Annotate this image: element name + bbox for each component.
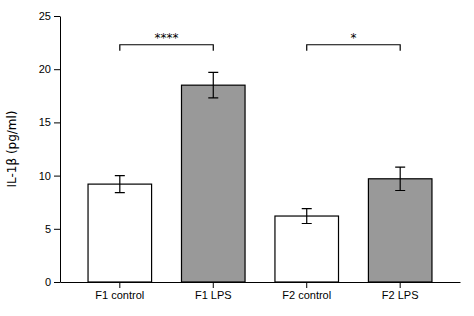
y-axis-line — [60, 17, 61, 283]
x-tick-label: F1 control — [95, 289, 144, 301]
y-tick-label: 15 — [39, 116, 51, 128]
significance-bracket — [307, 45, 400, 51]
error-bar — [302, 209, 312, 224]
y-axis: 0 5 10 15 20 25 — [39, 10, 61, 288]
y-tick-mark — [54, 16, 60, 17]
significance-bracket — [120, 45, 213, 51]
x-tick: F1 LPS — [195, 282, 232, 301]
bar — [181, 85, 245, 282]
y-axis-title: IL-1β (pg/ml) — [5, 110, 19, 187]
plot: 0 5 10 15 20 25 F1 control F1 LPS F2 control F2 L… — [39, 10, 461, 301]
y-tick-mark — [54, 282, 60, 283]
bar — [275, 216, 339, 282]
x-tick-mark — [400, 282, 401, 288]
y-tick-label: 25 — [39, 10, 51, 22]
error-bar-line — [115, 176, 125, 193]
y-tick-mark — [54, 176, 60, 177]
error-bar — [115, 176, 125, 193]
x-axis: F1 control F1 LPS F2 control F2 LPS — [61, 282, 461, 301]
x-tick-mark — [119, 282, 120, 288]
x-tick-mark — [306, 282, 307, 288]
x-tick-label: F2 LPS — [382, 289, 419, 301]
significance-label: **** — [155, 31, 179, 45]
y-tick: 20 — [39, 63, 60, 75]
y-tick: 25 — [39, 10, 60, 22]
error-bar-line — [208, 72, 218, 98]
error-bar-line — [302, 209, 312, 224]
chart: 0 5 10 15 20 25 F1 control F1 LPS F2 control F2 L… — [0, 0, 474, 316]
y-tick: 0 — [45, 276, 60, 288]
x-tick: F2 control — [282, 282, 331, 301]
bar — [368, 179, 432, 282]
x-tick-mark — [213, 282, 214, 288]
y-tick-mark — [54, 69, 60, 70]
error-bar-line — [395, 167, 405, 190]
y-tick: 10 — [39, 170, 60, 182]
x-tick-label: F2 control — [282, 289, 331, 301]
y-tick: 15 — [39, 116, 60, 128]
x-tick: F2 LPS — [382, 282, 419, 301]
x-tick-label: F1 LPS — [195, 289, 232, 301]
y-tick-label: 0 — [45, 276, 51, 288]
y-tick-mark — [54, 122, 60, 123]
significance-label: * — [350, 31, 356, 45]
bar — [88, 184, 152, 282]
y-tick-label: 5 — [45, 223, 51, 235]
y-tick-mark — [54, 229, 60, 230]
y-tick-label: 10 — [39, 170, 51, 182]
y-tick: 5 — [45, 223, 60, 235]
error-bar — [395, 167, 405, 190]
marks — [88, 45, 432, 282]
annotations: ***** — [155, 31, 357, 45]
x-tick: F1 control — [95, 282, 144, 301]
y-tick-label: 20 — [39, 63, 51, 75]
error-bar — [208, 72, 218, 98]
